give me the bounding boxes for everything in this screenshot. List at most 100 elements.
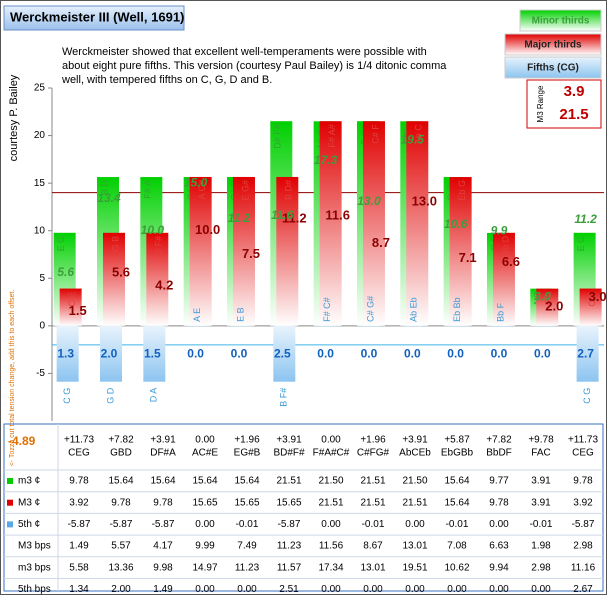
row-swatch xyxy=(7,521,13,528)
row-label: 5th ¢ xyxy=(18,519,40,530)
offset-label: +1.96 xyxy=(360,435,386,446)
bps-label: 2.0 xyxy=(545,298,563,313)
bps-label: 5.6 xyxy=(57,265,74,279)
note-label: F A xyxy=(544,292,554,306)
y-tick-label: 20 xyxy=(34,130,46,141)
note-label: C E xyxy=(587,292,597,307)
table-cell: 15.64 xyxy=(108,476,133,487)
legend-swatch xyxy=(504,33,602,56)
bps-label: 0.0 xyxy=(534,347,551,361)
category-label: BbDF xyxy=(486,448,512,459)
description: well, with tempered fifths on C, G, D an… xyxy=(61,74,272,86)
category-label: AC#E xyxy=(192,448,218,459)
offset-label: +11.73 xyxy=(568,435,599,446)
table-cell: 21.51 xyxy=(402,497,427,508)
legend-label: Major thirds xyxy=(524,40,582,51)
note-label: F# C# xyxy=(322,297,332,322)
note-label: A C# xyxy=(197,180,207,200)
table-cell: 1.49 xyxy=(69,541,89,552)
bps-label: 11.2 xyxy=(228,211,251,225)
table-cell: 15.64 xyxy=(192,476,217,487)
table-cell: 21.50 xyxy=(318,476,343,487)
third-bar xyxy=(449,177,472,326)
offset-label: +3.91 xyxy=(276,435,302,446)
table-cell: 9.98 xyxy=(153,562,173,573)
offset-label: +11.73 xyxy=(64,435,95,446)
description: Werckmeister showed that excellent well-… xyxy=(62,46,427,58)
table-cell: 13.01 xyxy=(360,562,385,573)
table-cell: 0.00 xyxy=(405,584,425,595)
table-cell: 15.64 xyxy=(444,476,469,487)
bps-label: 0.0 xyxy=(447,347,464,361)
table-cell: 3.91 xyxy=(531,476,551,487)
category-label: FAC xyxy=(531,448,550,459)
side-note: <- Tozzo cut total tension change, add t… xyxy=(9,290,16,467)
y-tick-label: 5 xyxy=(39,273,45,284)
bps-label: 0.0 xyxy=(404,347,421,361)
table-cell: 2.98 xyxy=(531,562,551,573)
table-cell: 4.17 xyxy=(153,541,173,552)
side-value: -4.89 xyxy=(8,434,36,448)
table-cell: 21.50 xyxy=(402,476,427,487)
table-cell: 15.64 xyxy=(444,497,469,508)
table-cell: -5.87 xyxy=(110,519,133,530)
table-cell: 11.56 xyxy=(319,541,344,552)
fifth-bar xyxy=(273,325,296,382)
table-cell: 3.92 xyxy=(69,497,89,508)
fifth-bar xyxy=(533,325,556,327)
bps-label: 0.0 xyxy=(187,347,204,361)
third-bar xyxy=(579,288,602,326)
table-cell: 15.65 xyxy=(192,497,217,508)
table-cell: 15.65 xyxy=(234,497,259,508)
legend-label: Fifths (CG) xyxy=(527,63,579,74)
note-label: Ab C xyxy=(414,124,424,145)
table-cell: -5.87 xyxy=(572,519,595,530)
row-label: 5th bps xyxy=(18,584,51,595)
fifth-bar xyxy=(446,325,469,327)
table-cell: 15.64 xyxy=(234,476,259,487)
third-bar xyxy=(232,176,255,326)
table-cell: 9.78 xyxy=(153,497,173,508)
bps-label: 3.0 xyxy=(589,289,607,304)
bps-label: 7.5 xyxy=(242,246,260,261)
note-label: D A xyxy=(149,388,159,403)
table-cell: 9.78 xyxy=(69,476,89,487)
bps-label: 2.0 xyxy=(101,347,118,361)
y-tick-label: 15 xyxy=(34,178,46,189)
bps-label: 9.9 xyxy=(491,223,508,237)
note-label: E G# xyxy=(240,180,250,201)
note-label: B D# xyxy=(284,180,294,200)
bps-label: 1.5 xyxy=(69,303,87,318)
note-label: E G xyxy=(576,236,586,252)
table-cell: -5.87 xyxy=(278,519,301,530)
category-label: BD#F# xyxy=(273,448,305,459)
table-cell: -0.01 xyxy=(236,519,259,530)
row-label: m3 bps xyxy=(18,562,51,573)
row-label: m3 ¢ xyxy=(18,476,40,487)
y-tick-label: 25 xyxy=(34,83,46,94)
offset-label: +7.82 xyxy=(108,435,134,446)
third-bar xyxy=(492,232,515,326)
table-cell: 0.00 xyxy=(195,584,215,595)
third-bar xyxy=(146,232,169,326)
bps-label: 11.2 xyxy=(574,212,597,226)
third-bar xyxy=(189,176,212,326)
bps-label: 13.0 xyxy=(357,194,381,208)
range-high: 21.5 xyxy=(559,106,588,123)
fifth-bar xyxy=(143,325,166,382)
table-cell: 17.34 xyxy=(318,562,343,573)
note-label: Eb G xyxy=(457,180,467,201)
table-cell: 3.92 xyxy=(573,497,593,508)
row-swatch xyxy=(7,499,13,506)
note-label: C E xyxy=(67,292,77,307)
table-cell: 0.00 xyxy=(405,519,425,530)
table-cell: 21.51 xyxy=(360,476,385,487)
legend-label: Minor thirds xyxy=(532,16,590,27)
note-label: F# A# xyxy=(327,124,337,148)
table-cell: 0.00 xyxy=(447,584,467,595)
table-cell: 13.01 xyxy=(402,541,427,552)
table-cell: 1.98 xyxy=(531,541,551,552)
note-label: Ab Eb xyxy=(409,297,419,322)
table-cell: 21.51 xyxy=(318,497,343,508)
table-cell: 0.00 xyxy=(489,584,509,595)
